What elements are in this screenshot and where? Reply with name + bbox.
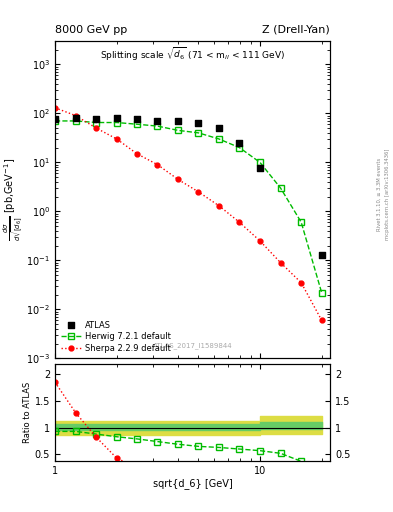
Herwig 7.2.1 default — [53, 118, 57, 124]
Text: Splitting scale $\sqrt{d_6}$ (71 < m$_{ll}$ < 111 GeV): Splitting scale $\sqrt{d_6}$ (71 < m$_{l… — [100, 46, 285, 63]
ATLAS — [175, 117, 181, 125]
Herwig 7.2.1 default — [196, 130, 201, 136]
Herwig 7.2.1 default — [114, 119, 119, 125]
ATLAS — [154, 117, 161, 125]
Sherpa 2.2.9 default — [155, 161, 160, 167]
Herwig 7.2.1 default — [73, 118, 78, 124]
Text: 8000 GeV pp: 8000 GeV pp — [55, 25, 127, 35]
Sherpa 2.2.9 default — [53, 104, 57, 111]
Herwig 7.2.1 default — [278, 185, 283, 191]
Text: ATLAS_2017_I1589844: ATLAS_2017_I1589844 — [153, 342, 232, 349]
ATLAS — [52, 115, 58, 123]
Sherpa 2.2.9 default — [196, 189, 201, 195]
ATLAS — [114, 114, 120, 122]
Herwig 7.2.1 default — [134, 121, 139, 127]
Sherpa 2.2.9 default — [217, 203, 221, 209]
Line: Herwig 7.2.1 default: Herwig 7.2.1 default — [52, 118, 325, 296]
Sherpa 2.2.9 default — [134, 151, 139, 157]
Herwig 7.2.1 default — [237, 144, 242, 151]
ATLAS — [134, 115, 140, 123]
Sherpa 2.2.9 default — [94, 125, 99, 131]
Legend: ATLAS, Herwig 7.2.1 default, Sherpa 2.2.9 default: ATLAS, Herwig 7.2.1 default, Sherpa 2.2.… — [59, 319, 173, 354]
Sherpa 2.2.9 default — [237, 219, 242, 225]
Herwig 7.2.1 default — [94, 119, 99, 125]
ATLAS — [236, 139, 242, 147]
Herwig 7.2.1 default — [217, 136, 221, 142]
Sherpa 2.2.9 default — [278, 260, 283, 266]
ATLAS — [216, 124, 222, 132]
Sherpa 2.2.9 default — [319, 317, 324, 324]
ATLAS — [72, 114, 79, 122]
Herwig 7.2.1 default — [176, 127, 180, 134]
Herwig 7.2.1 default — [319, 290, 324, 296]
Herwig 7.2.1 default — [257, 159, 262, 165]
Y-axis label: Ratio to ATLAS: Ratio to ATLAS — [23, 381, 32, 443]
Text: mcplots.cern.ch [arXiv:1306.3436]: mcplots.cern.ch [arXiv:1306.3436] — [385, 149, 389, 240]
Herwig 7.2.1 default — [155, 123, 160, 129]
ATLAS — [195, 118, 202, 126]
Line: Sherpa 2.2.9 default: Sherpa 2.2.9 default — [53, 105, 324, 323]
Sherpa 2.2.9 default — [73, 113, 78, 119]
Text: Rivet 3.1.10, ≥ 3.3M events: Rivet 3.1.10, ≥ 3.3M events — [377, 158, 382, 231]
Herwig 7.2.1 default — [299, 219, 303, 225]
X-axis label: sqrt{d_6} [GeV]: sqrt{d_6} [GeV] — [153, 478, 232, 489]
Sherpa 2.2.9 default — [299, 280, 303, 286]
ATLAS — [93, 115, 99, 123]
Sherpa 2.2.9 default — [257, 238, 262, 244]
ATLAS — [318, 251, 325, 259]
Y-axis label: $\frac{d\sigma}{d\sqrt{[d_6]}}$ [pb,GeV$^{-1}$]: $\frac{d\sigma}{d\sqrt{[d_6]}}$ [pb,GeV$… — [1, 158, 25, 241]
Text: Z (Drell-Yan): Z (Drell-Yan) — [263, 25, 330, 35]
ATLAS — [257, 164, 263, 173]
Sherpa 2.2.9 default — [114, 136, 119, 142]
Sherpa 2.2.9 default — [176, 176, 180, 182]
